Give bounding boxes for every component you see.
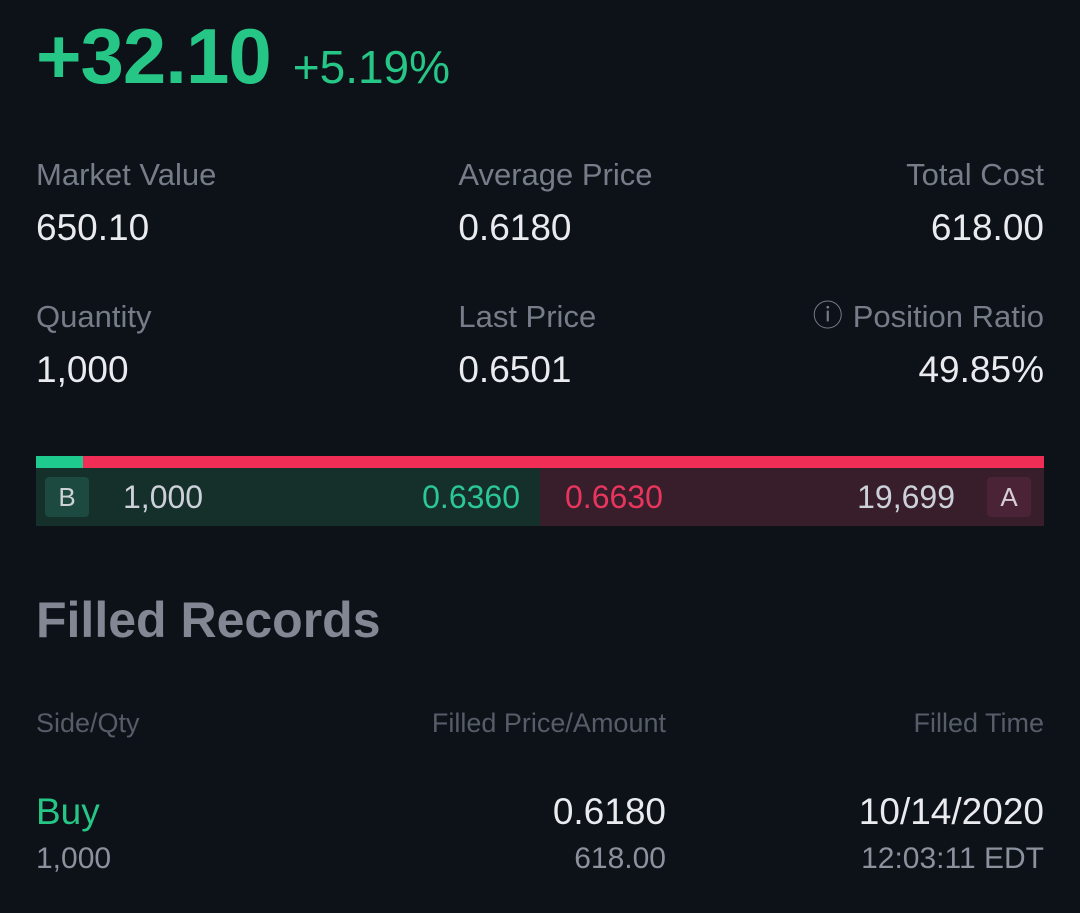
stat-total-cost: Total Cost 618.00	[666, 156, 1044, 250]
bid-badge: B	[45, 477, 89, 518]
ask-price: 0.6630	[565, 478, 663, 515]
ask-section[interactable]: 0.6630 19,699 A	[540, 468, 1044, 527]
stat-value: 0.6501	[458, 348, 572, 390]
stat-last-price: Last Price 0.6501	[458, 298, 666, 392]
info-icon[interactable]: ⓘ	[812, 299, 843, 335]
pnl-amount: +32.10	[36, 12, 272, 100]
stat-value: 49.85%	[918, 348, 1044, 390]
stat-quantity: Quantity 1,000	[36, 298, 458, 392]
record-time: 12:03:11 EDT	[861, 842, 1044, 876]
record-side: Buy	[36, 791, 100, 833]
bid-ask-ratio-track	[36, 456, 1044, 469]
stat-value: 0.6180	[458, 206, 572, 248]
record-sub-line: 1,000 618.00 12:03:11 EDT	[36, 842, 1044, 876]
stat-label: Last Price	[458, 299, 597, 335]
stat-average-price: Average Price 0.6180	[458, 156, 666, 250]
record-price: 0.6180	[552, 791, 666, 833]
stat-label: Market Value	[36, 156, 217, 192]
stat-label: ⓘ Position Ratio	[813, 298, 1044, 337]
stat-label-text: Position Ratio	[852, 299, 1044, 335]
record-amount: 618.00	[574, 842, 666, 876]
bid-ask-depth-bar: B 1,000 0.6360 0.6630 19,699 A	[36, 456, 1044, 527]
table-row[interactable]: Buy 0.6180 10/14/2020 1,000 618.00 12:03…	[36, 791, 1044, 876]
filled-records-title: Filled Records	[36, 592, 381, 649]
stat-label: Average Price	[458, 156, 653, 192]
record-main-line: Buy 0.6180 10/14/2020	[36, 791, 1044, 833]
depth-row: B 1,000 0.6360 0.6630 19,699 A	[36, 468, 1044, 527]
stat-value: 1,000	[36, 348, 129, 390]
stat-market-value: Market Value 650.10	[36, 156, 458, 250]
bid-ratio-segment	[36, 456, 84, 469]
col-header-filled-time: Filled Time	[913, 708, 1044, 739]
ask-ratio-segment	[83, 456, 1044, 469]
table-header-row: Side/Qty Filled Price/Amount Filled Time	[36, 708, 1044, 739]
bid-section[interactable]: B 1,000 0.6360	[36, 468, 540, 527]
bid-size: 1,000	[123, 478, 204, 515]
ask-badge: A	[987, 477, 1031, 518]
bid-price: 0.6360	[422, 478, 520, 515]
ask-size: 19,699	[857, 478, 955, 515]
pnl-percent: +5.19%	[292, 41, 451, 93]
record-date: 10/14/2020	[858, 791, 1044, 833]
filled-records-table: Side/Qty Filled Price/Amount Filled Time…	[36, 708, 1044, 876]
stat-position-ratio: ⓘ Position Ratio 49.85%	[666, 298, 1044, 392]
position-stats-grid: Market Value 650.10 Average Price 0.6180…	[36, 156, 1044, 392]
col-header-side-qty: Side/Qty	[36, 708, 140, 739]
stat-value: 618.00	[930, 206, 1044, 248]
stat-label: Quantity	[36, 299, 152, 335]
record-qty: 1,000	[36, 842, 112, 876]
stat-value: 650.10	[36, 206, 150, 248]
stat-label: Total Cost	[906, 156, 1044, 192]
pnl-header: +32.10 +5.19%	[36, 12, 1044, 100]
col-header-price-amount: Filled Price/Amount	[431, 708, 666, 739]
